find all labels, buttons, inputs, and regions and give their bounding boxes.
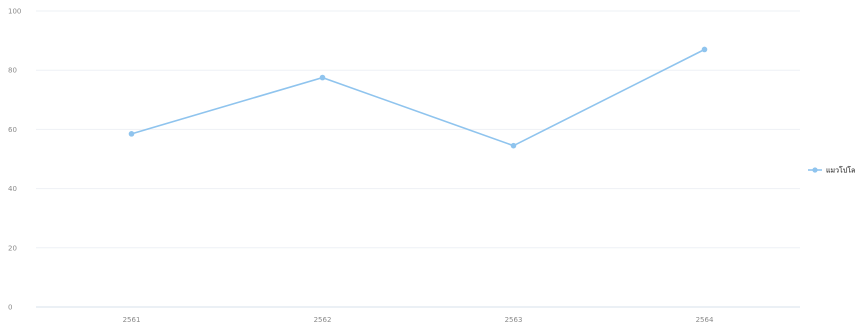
y-tick-label: 100 bbox=[8, 8, 21, 16]
grid-lines bbox=[36, 10, 800, 308]
x-tick-label: 2563 bbox=[505, 316, 523, 324]
y-tick-label: 40 bbox=[8, 185, 17, 193]
legend-entry-label: แมวโปโล bbox=[826, 166, 855, 175]
data-point-2561[interactable] bbox=[128, 131, 135, 137]
x-axis-tick-labels: 2561 2562 2563 2564 bbox=[123, 316, 714, 324]
series-line bbox=[131, 48, 705, 147]
data-point-2562[interactable] bbox=[319, 74, 326, 81]
data-point-2563[interactable] bbox=[510, 142, 517, 149]
y-tick-label: 80 bbox=[8, 67, 17, 75]
y-axis-tick-labels: 0 20 40 60 80 100 bbox=[8, 8, 21, 312]
legend[interactable]: แมวโปโล bbox=[808, 166, 855, 175]
data-point-2564[interactable] bbox=[701, 46, 708, 53]
legend-swatch-point bbox=[812, 167, 818, 173]
x-tick-label: 2561 bbox=[123, 316, 141, 324]
y-tick-label: 20 bbox=[8, 244, 17, 252]
y-tick-label: 0 bbox=[8, 304, 12, 312]
x-tick-label: 2562 bbox=[314, 316, 332, 324]
series-layer bbox=[128, 46, 708, 149]
x-tick-label: 2564 bbox=[696, 316, 714, 324]
y-tick-label: 60 bbox=[8, 126, 17, 134]
